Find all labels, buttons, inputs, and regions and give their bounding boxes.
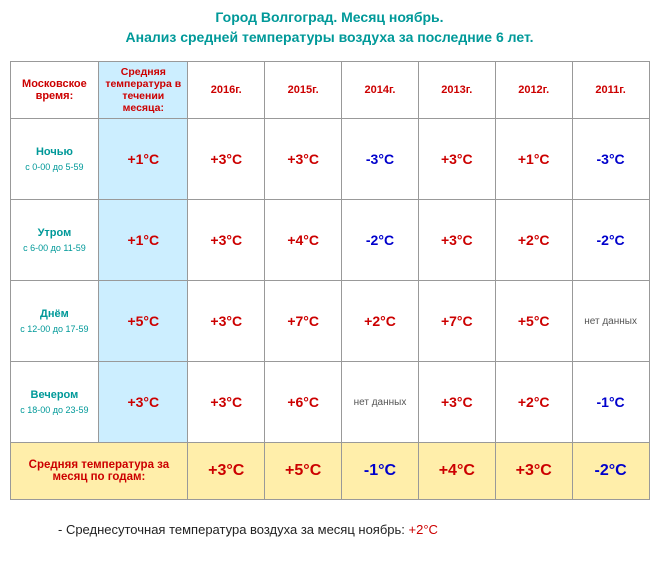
- data-cell: +3°C: [188, 281, 265, 362]
- avg-cell: +5°C: [99, 281, 188, 362]
- temp-value: +3°C: [287, 151, 319, 167]
- data-cell: +4°C: [265, 200, 342, 281]
- data-cell: +3°C: [265, 119, 342, 200]
- data-cell: +7°C: [418, 281, 495, 362]
- data-cell: +3°C: [418, 362, 495, 443]
- avg-cell: +1°C: [99, 200, 188, 281]
- data-cell: +2°C: [342, 281, 419, 362]
- temp-value: +3°C: [210, 394, 242, 410]
- temp-value: -2°C: [597, 232, 625, 248]
- footer-cell: +4°C: [418, 443, 495, 500]
- temp-value: +3°C: [208, 462, 244, 479]
- data-cell: -2°C: [342, 200, 419, 281]
- temp-value: +2°C: [518, 394, 550, 410]
- header-avg-month: Средняя температура в течении месяца:: [99, 62, 188, 119]
- temp-value: +1°C: [127, 151, 159, 167]
- footer-label: Средняя температура за месяц по годам:: [10, 443, 188, 500]
- table-row: Днёмс 12-00 до 17-59 +5°C +3°C +7°C +2°C +7°C…: [10, 281, 649, 362]
- table-row: Утромс 6-00 до 11-59 +1°C +3°C +4°C -2°C +3°C…: [10, 200, 649, 281]
- data-cell: +5°C: [495, 281, 572, 362]
- temp-value: +3°C: [441, 232, 473, 248]
- footer-cell: -2°C: [572, 443, 649, 500]
- data-cell: +3°C: [188, 119, 265, 200]
- row-label: Днёмс 12-00 до 17-59: [10, 281, 99, 362]
- temp-value: +2°C: [364, 313, 396, 329]
- temp-value: +3°C: [516, 462, 552, 479]
- data-cell: -1°C: [572, 362, 649, 443]
- row-label: Утромс 6-00 до 11-59: [10, 200, 99, 281]
- temp-value: +7°C: [441, 313, 473, 329]
- data-cell: +3°C: [418, 119, 495, 200]
- avg-cell: +1°C: [99, 119, 188, 200]
- data-cell: -2°C: [572, 200, 649, 281]
- data-cell: +3°C: [418, 200, 495, 281]
- temp-value: +3°C: [441, 394, 473, 410]
- header-year-5: 2011г.: [572, 62, 649, 119]
- title-line-2: Анализ средней температуры воздуха за по…: [8, 28, 651, 48]
- data-cell: -3°C: [342, 119, 419, 200]
- data-cell: нет данных: [572, 281, 649, 362]
- temp-value: -3°C: [366, 151, 394, 167]
- bottom-note-prefix: - Среднесуточная температура воздуха за …: [58, 522, 409, 537]
- title-line-1: Город Волгоград. Месяц ноябрь.: [8, 8, 651, 28]
- temp-value: -1°C: [597, 394, 625, 410]
- temp-value: +7°C: [287, 313, 319, 329]
- data-cell: +6°C: [265, 362, 342, 443]
- header-row: Московское время: Средняя температура в …: [10, 62, 649, 119]
- temperature-table: Московское время: Средняя температура в …: [10, 61, 650, 500]
- footer-row: Средняя температура за месяц по годам: +3…: [10, 443, 649, 500]
- temp-value: -3°C: [597, 151, 625, 167]
- temp-value: -2°C: [366, 232, 394, 248]
- data-cell: +2°C: [495, 200, 572, 281]
- header-year-3: 2013г.: [418, 62, 495, 119]
- header-year-2: 2014г.: [342, 62, 419, 119]
- footer-cell: +5°C: [265, 443, 342, 500]
- temp-value: -2°C: [594, 462, 626, 479]
- temp-value: +1°C: [518, 151, 550, 167]
- temp-value: +5°C: [285, 462, 321, 479]
- header-year-1: 2015г.: [265, 62, 342, 119]
- row-label: Вечеромс 18-00 до 23-59: [10, 362, 99, 443]
- footer-cell: +3°C: [188, 443, 265, 500]
- data-cell: нет данных: [342, 362, 419, 443]
- bottom-note-value: +2°C: [409, 522, 438, 537]
- footer-cell: -1°C: [342, 443, 419, 500]
- temp-value: +3°C: [210, 313, 242, 329]
- temp-value: +5°C: [518, 313, 550, 329]
- temp-value: +3°C: [127, 394, 159, 410]
- data-cell: +3°C: [188, 200, 265, 281]
- temp-value: +5°C: [127, 313, 159, 329]
- header-year-4: 2012г.: [495, 62, 572, 119]
- bottom-note: - Среднесуточная температура воздуха за …: [58, 522, 651, 537]
- row-label: Ночьюс 0-00 до 5-59: [10, 119, 99, 200]
- header-year-0: 2016г.: [188, 62, 265, 119]
- temp-value: +2°C: [518, 232, 550, 248]
- data-cell: -3°C: [572, 119, 649, 200]
- table-row: Ночьюс 0-00 до 5-59 +1°C +3°C +3°C -3°C +3°C +…: [10, 119, 649, 200]
- temp-value: +4°C: [439, 462, 475, 479]
- temp-value: +6°C: [287, 394, 319, 410]
- temp-value: -1°C: [364, 462, 396, 479]
- temp-value: +3°C: [210, 151, 242, 167]
- title-block: Город Волгоград. Месяц ноябрь. Анализ ср…: [8, 8, 651, 47]
- table-body: Ночьюс 0-00 до 5-59 +1°C +3°C +3°C -3°C +3°C +…: [10, 119, 649, 500]
- temp-value: нет данных: [584, 316, 637, 327]
- data-cell: +7°C: [265, 281, 342, 362]
- data-cell: +3°C: [188, 362, 265, 443]
- table-row: Вечеромс 18-00 до 23-59 +3°C +3°C +6°C нет д…: [10, 362, 649, 443]
- temp-value: нет данных: [354, 397, 407, 408]
- data-cell: +1°C: [495, 119, 572, 200]
- temp-value: +3°C: [441, 151, 473, 167]
- temp-value: +4°C: [287, 232, 319, 248]
- header-moscow-time: Московское время:: [10, 62, 99, 119]
- temp-value: +3°C: [210, 232, 242, 248]
- avg-cell: +3°C: [99, 362, 188, 443]
- data-cell: +2°C: [495, 362, 572, 443]
- temp-value: +1°C: [127, 232, 159, 248]
- footer-cell: +3°C: [495, 443, 572, 500]
